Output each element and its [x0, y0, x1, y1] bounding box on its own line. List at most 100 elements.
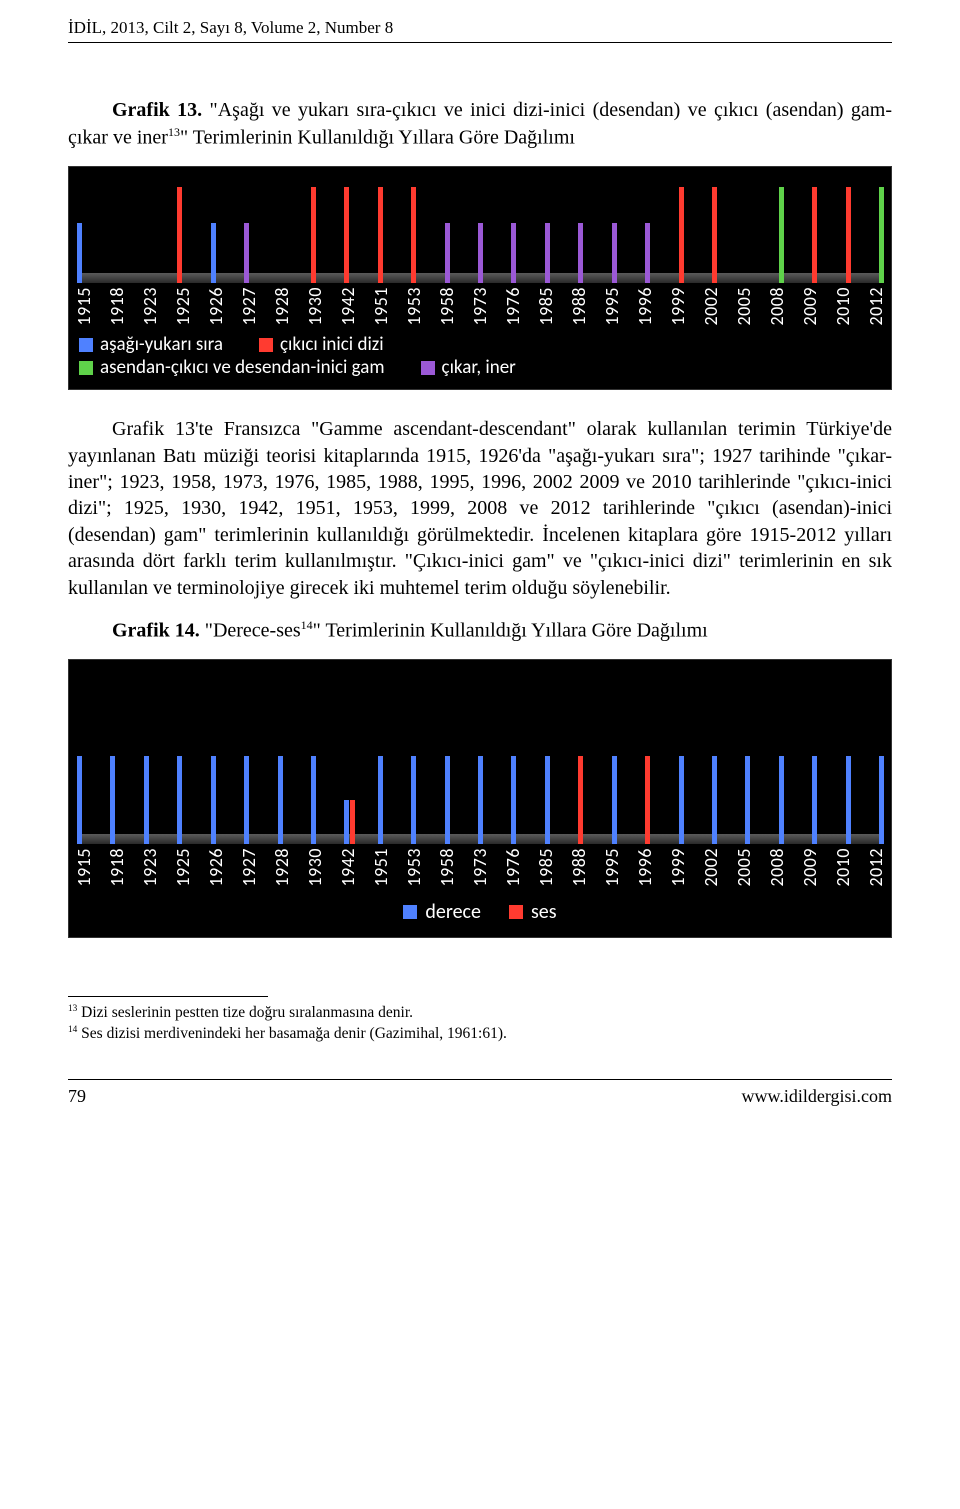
chart14-title: Grafik 14. "Derece-ses14" Terimlerinin K… [68, 617, 892, 645]
chart13-title-prefix: Grafik 13. [112, 99, 202, 121]
year-tick: 1958 [436, 287, 458, 326]
chart-bar [478, 223, 483, 283]
year-tick: 1999 [667, 287, 689, 326]
year-tick: 1942 [337, 287, 359, 326]
year-tick: 1918 [106, 287, 128, 326]
chart-bar [779, 756, 784, 844]
running-head: İDİL, 2013, Cilt 2, Sayı 8, Volume 2, Nu… [68, 18, 892, 38]
legend-item: derece [403, 900, 481, 924]
chart-bar [445, 756, 450, 844]
chart-bar [244, 223, 249, 283]
header-rule [68, 42, 892, 43]
chart-bar [812, 756, 817, 844]
chart-bar [511, 223, 516, 283]
chart-bar [612, 756, 617, 844]
year-tick: 1930 [304, 848, 326, 887]
chart-bar [211, 223, 216, 283]
chart14-plot [77, 660, 883, 844]
year-tick: 1985 [535, 287, 557, 326]
chart-bar [350, 800, 355, 844]
chart-bar [779, 187, 784, 283]
chart-bar [879, 187, 884, 283]
chart13-title-part2: " Terimlerinin Kullanıldığı Yıllara Göre… [180, 127, 575, 149]
year-tick: 1927 [238, 287, 260, 326]
chart-bar [511, 756, 516, 844]
chart-bar [278, 756, 283, 844]
year-tick: 1930 [304, 287, 326, 326]
year-tick: 2005 [733, 848, 755, 887]
chart-bar [679, 187, 684, 283]
chart14-title-prefix: Grafik 14. [112, 620, 200, 642]
chart14-title-sup: 14 [301, 618, 313, 632]
year-tick: 1988 [568, 287, 590, 326]
year-tick: 1928 [271, 848, 293, 887]
year-tick: 1915 [73, 287, 95, 326]
year-tick: 2009 [799, 848, 821, 887]
chart-bar [679, 756, 684, 844]
site-link: www.idildergisi.com [742, 1086, 893, 1107]
chart14-title-part2: " Terimlerinin Kullanıldığı Yıllara Göre… [313, 620, 708, 642]
analysis-paragraph: Grafik 13'te Fransızca "Gamme ascendant-… [68, 416, 892, 601]
year-tick: 1995 [601, 848, 623, 887]
year-tick: 2009 [799, 287, 821, 326]
chart-bar [879, 756, 884, 844]
chart-bar [344, 187, 349, 283]
year-tick: 2005 [733, 287, 755, 326]
legend-item: asendan-çıkıcı ve desendan-inici gam [79, 356, 385, 379]
chart-bar [645, 223, 650, 283]
chart14: 1915191819231925192619271928193019421951… [68, 659, 892, 939]
chart-bar [545, 223, 550, 283]
year-tick: 1925 [172, 287, 194, 326]
year-tick: 1953 [403, 287, 425, 326]
page-footer: 79 www.idildergisi.com [68, 1086, 892, 1107]
chart-bar [344, 800, 349, 844]
year-tick: 1951 [370, 848, 392, 887]
year-tick: 1953 [403, 848, 425, 887]
year-tick: 1958 [436, 848, 458, 887]
chart13-legend: aşağı-yukarı sıra çıkıcı inici diziasenda… [69, 331, 891, 389]
chart14-title-part1: "Derece-ses [205, 620, 301, 642]
year-tick: 2008 [766, 287, 788, 326]
year-tick: 1915 [73, 848, 95, 887]
chart-bar [411, 756, 416, 844]
year-tick: 1927 [238, 848, 260, 887]
year-tick: 1999 [667, 848, 689, 887]
chart-bar [846, 756, 851, 844]
footnote-14: 14 Ses dizisi merdivenindeki her basamağ… [68, 1024, 892, 1045]
chart14-legend: dereceses [69, 892, 891, 937]
year-tick: 2012 [865, 848, 887, 887]
footnote-13: 13 Dizi seslerinin pestten tize doğru sı… [68, 1003, 892, 1024]
year-tick: 2012 [865, 287, 887, 326]
chart-bar [578, 756, 583, 844]
legend-item: çıkıcı inici dizi [259, 333, 384, 356]
chart-bar [378, 187, 383, 283]
legend-item: aşağı-yukarı sıra [79, 333, 223, 356]
year-tick: 1996 [634, 848, 656, 887]
year-tick: 1995 [601, 287, 623, 326]
footnote-rule [68, 996, 268, 997]
chart-bar [712, 756, 717, 844]
chart-bar [578, 223, 583, 283]
chart-bar [745, 756, 750, 844]
chart13: 1915191819231925192619271928193019421951… [68, 166, 892, 391]
chart-bar [645, 756, 650, 844]
year-tick: 2010 [832, 848, 854, 887]
year-tick: 1928 [271, 287, 293, 326]
chart-bar [311, 756, 316, 844]
chart-bar [211, 756, 216, 844]
chart-bar [378, 756, 383, 844]
chart-bar [445, 223, 450, 283]
chart-bar [244, 756, 249, 844]
chart14-xlabels: 1915191819231925192619271928193019421951… [69, 844, 891, 893]
chart-bar [110, 756, 115, 844]
chart-bar [612, 223, 617, 283]
chart13-title-sup: 13 [168, 125, 180, 139]
year-tick: 2010 [832, 287, 854, 326]
chart13-plot [77, 167, 883, 283]
year-tick: 1951 [370, 287, 392, 326]
chart-bar [77, 223, 82, 283]
chart-bar [846, 187, 851, 283]
chart-bar [177, 756, 182, 844]
year-tick: 1976 [502, 287, 524, 326]
year-tick: 1925 [172, 848, 194, 887]
